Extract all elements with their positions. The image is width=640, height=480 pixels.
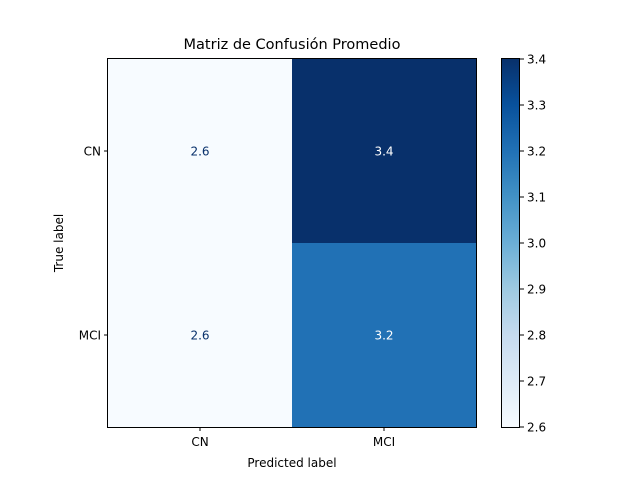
colorbar-tick-label: 3.3 bbox=[527, 99, 546, 113]
y-axis-label: True label bbox=[52, 214, 66, 273]
colorbar-tick-label: 3.4 bbox=[527, 53, 546, 67]
y-tick-label: MCI bbox=[79, 329, 101, 343]
colorbar-tick-label: 2.7 bbox=[527, 375, 546, 389]
heatmap-cell bbox=[292, 243, 476, 427]
cell-value-label: 2.6 bbox=[190, 145, 209, 159]
heatmap-cells bbox=[108, 59, 476, 427]
x-axis-label: Predicted label bbox=[247, 456, 336, 470]
colorbar-tick-label: 3.0 bbox=[527, 237, 546, 251]
heatmap-cell-labels: 2.6 3.4 2.6 3.2 bbox=[190, 145, 393, 343]
x-axis-ticks: CN MCI bbox=[191, 427, 395, 449]
colorbar-tick-label: 3.1 bbox=[527, 191, 546, 205]
x-tick-label: CN bbox=[191, 435, 208, 449]
heatmap-cell bbox=[108, 59, 292, 243]
colorbar-tick-label: 2.6 bbox=[527, 421, 546, 435]
colorbar-ticks: 2.6 2.7 2.8 2.9 3.0 3.1 3.2 3.3 3.4 bbox=[520, 53, 546, 435]
colorbar-tick-label: 3.2 bbox=[527, 145, 546, 159]
cell-value-label: 3.2 bbox=[374, 329, 393, 343]
y-axis-ticks: CN MCI bbox=[79, 145, 108, 343]
colorbar-tick-label: 2.9 bbox=[527, 283, 546, 297]
heatmap-cell bbox=[108, 243, 292, 427]
y-tick-label: CN bbox=[84, 145, 101, 159]
x-tick-label: MCI bbox=[373, 435, 395, 449]
colorbar-tick-label: 2.8 bbox=[527, 329, 546, 343]
chart-title: Matriz de Confusión Promedio bbox=[184, 37, 401, 53]
cell-value-label: 2.6 bbox=[190, 329, 209, 343]
colorbar bbox=[501, 58, 520, 428]
cell-value-label: 3.4 bbox=[374, 145, 393, 159]
plot-frame bbox=[107, 58, 477, 428]
heatmap-cell bbox=[292, 59, 476, 243]
